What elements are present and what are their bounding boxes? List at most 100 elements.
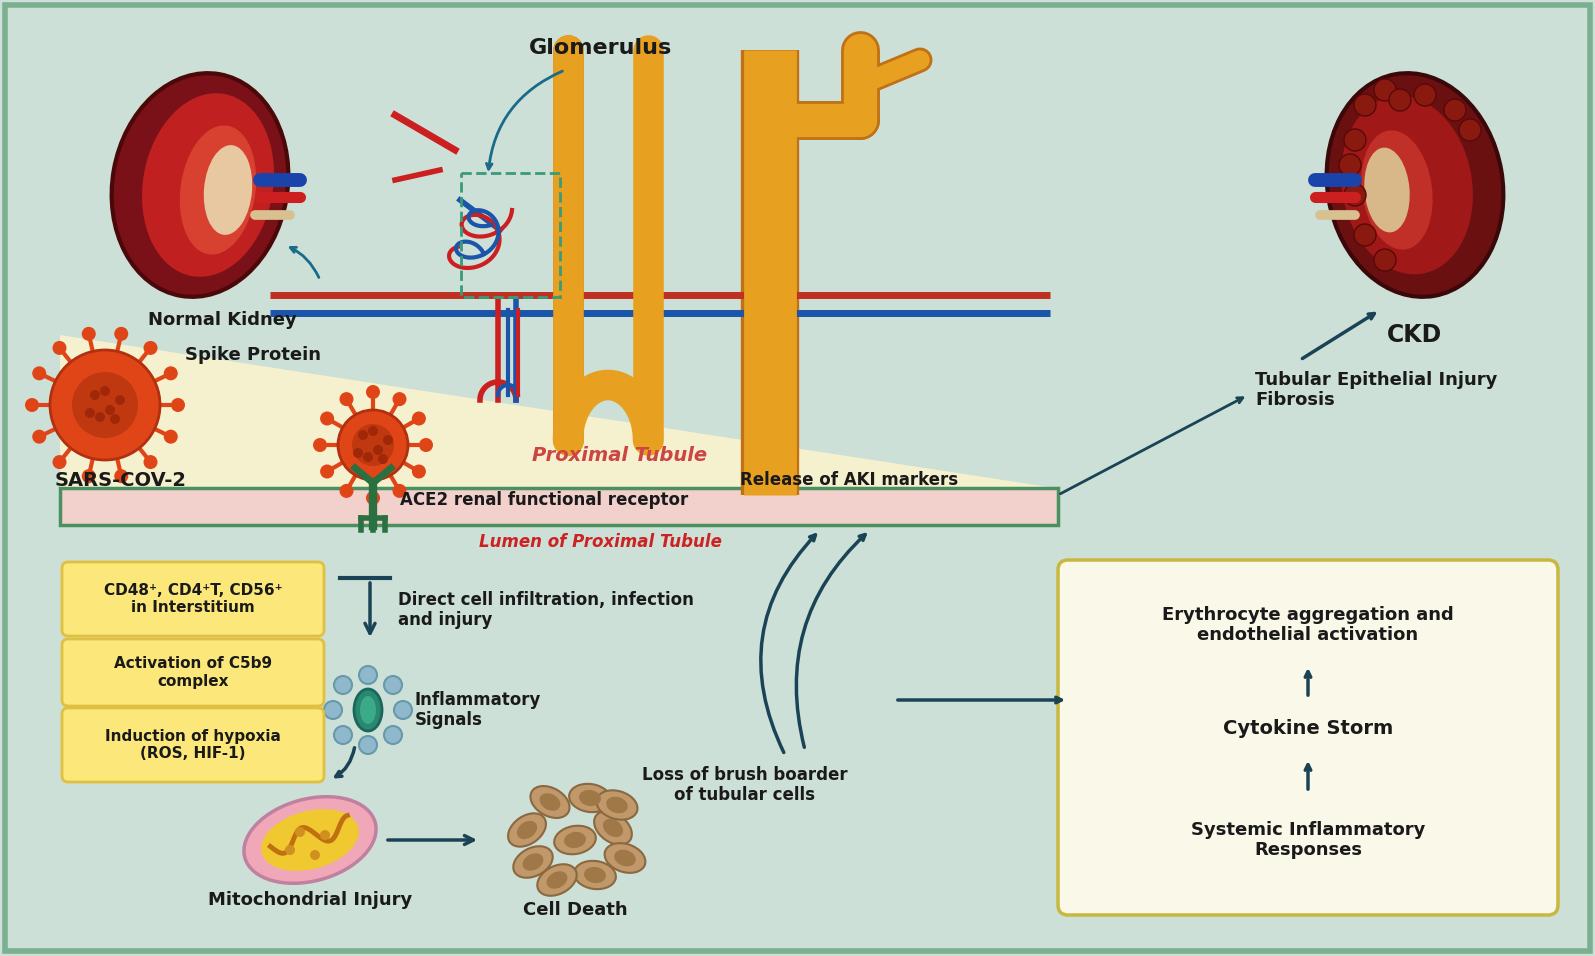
Circle shape bbox=[144, 341, 158, 355]
Text: Proximal Tubule: Proximal Tubule bbox=[533, 445, 708, 465]
Text: Cell Death: Cell Death bbox=[523, 901, 627, 919]
Text: Spike Protein: Spike Protein bbox=[185, 346, 321, 364]
FancyBboxPatch shape bbox=[1057, 560, 1558, 915]
Circle shape bbox=[100, 386, 110, 396]
Circle shape bbox=[352, 448, 364, 458]
FancyBboxPatch shape bbox=[62, 639, 324, 706]
Circle shape bbox=[115, 327, 128, 341]
Circle shape bbox=[364, 452, 373, 462]
Circle shape bbox=[295, 827, 305, 837]
Text: Release of AKI markers: Release of AKI markers bbox=[740, 471, 959, 489]
Circle shape bbox=[1354, 224, 1376, 246]
FancyBboxPatch shape bbox=[62, 562, 324, 636]
Circle shape bbox=[1373, 79, 1396, 101]
Circle shape bbox=[1443, 99, 1466, 121]
Circle shape bbox=[419, 438, 432, 452]
Text: Induction of hypoxia
(ROS, HIF-1): Induction of hypoxia (ROS, HIF-1) bbox=[105, 728, 281, 761]
Text: CD48⁺, CD4⁺T, CD56⁺
in Interstitium: CD48⁺, CD4⁺T, CD56⁺ in Interstitium bbox=[104, 583, 282, 616]
Ellipse shape bbox=[584, 867, 606, 883]
Ellipse shape bbox=[514, 846, 553, 878]
Circle shape bbox=[392, 484, 407, 498]
Circle shape bbox=[1354, 94, 1376, 116]
Circle shape bbox=[1415, 84, 1436, 106]
Circle shape bbox=[324, 701, 341, 719]
Circle shape bbox=[1345, 129, 1365, 151]
Circle shape bbox=[105, 405, 115, 415]
Circle shape bbox=[53, 455, 67, 469]
Text: Erythrocyte aggregation and
endothelial activation: Erythrocyte aggregation and endothelial … bbox=[1163, 605, 1455, 644]
Circle shape bbox=[321, 411, 333, 425]
Ellipse shape bbox=[597, 791, 638, 819]
Circle shape bbox=[1459, 119, 1482, 141]
Circle shape bbox=[313, 438, 327, 452]
Circle shape bbox=[72, 372, 139, 438]
Text: Lumen of Proximal Tubule: Lumen of Proximal Tubule bbox=[478, 533, 721, 551]
Circle shape bbox=[32, 429, 46, 444]
Circle shape bbox=[340, 392, 354, 406]
Ellipse shape bbox=[517, 821, 538, 839]
Ellipse shape bbox=[509, 814, 545, 847]
Ellipse shape bbox=[614, 850, 636, 866]
Ellipse shape bbox=[569, 784, 611, 813]
Ellipse shape bbox=[523, 854, 544, 871]
Circle shape bbox=[1345, 184, 1365, 206]
Ellipse shape bbox=[574, 860, 616, 889]
Circle shape bbox=[1338, 154, 1361, 176]
Circle shape bbox=[53, 341, 67, 355]
Text: Systemic Inflammatory
Responses: Systemic Inflammatory Responses bbox=[1191, 820, 1426, 859]
Circle shape bbox=[333, 726, 352, 744]
Polygon shape bbox=[61, 335, 1054, 525]
Circle shape bbox=[81, 327, 96, 341]
Text: Inflammatory
Signals: Inflammatory Signals bbox=[415, 690, 541, 729]
Circle shape bbox=[365, 385, 380, 399]
Text: ACE2 renal functional receptor: ACE2 renal functional receptor bbox=[400, 491, 689, 509]
Ellipse shape bbox=[593, 812, 632, 845]
Ellipse shape bbox=[565, 832, 585, 848]
Circle shape bbox=[144, 455, 158, 469]
Ellipse shape bbox=[539, 793, 560, 811]
Ellipse shape bbox=[112, 74, 289, 296]
Circle shape bbox=[338, 410, 408, 480]
Circle shape bbox=[365, 491, 380, 505]
Circle shape bbox=[26, 398, 38, 412]
Ellipse shape bbox=[1327, 74, 1504, 296]
Circle shape bbox=[164, 366, 177, 380]
Ellipse shape bbox=[579, 790, 601, 806]
Circle shape bbox=[81, 469, 96, 483]
Circle shape bbox=[85, 408, 96, 418]
Text: Tubular Epithelial Injury
Fibrosis: Tubular Epithelial Injury Fibrosis bbox=[1255, 371, 1498, 409]
Circle shape bbox=[164, 429, 177, 444]
Circle shape bbox=[373, 445, 383, 455]
Ellipse shape bbox=[603, 819, 624, 837]
Circle shape bbox=[321, 830, 330, 840]
Text: Normal Kidney: Normal Kidney bbox=[148, 311, 297, 329]
Circle shape bbox=[286, 845, 295, 855]
Circle shape bbox=[89, 390, 100, 400]
Circle shape bbox=[115, 469, 128, 483]
Circle shape bbox=[378, 454, 388, 464]
Circle shape bbox=[412, 465, 426, 479]
Text: Direct cell infiltration, infection
and injury: Direct cell infiltration, infection and … bbox=[399, 591, 694, 629]
Ellipse shape bbox=[204, 145, 252, 235]
Circle shape bbox=[340, 484, 354, 498]
Circle shape bbox=[368, 426, 378, 436]
Circle shape bbox=[384, 676, 402, 694]
Text: Glomerulus: Glomerulus bbox=[528, 38, 671, 58]
Circle shape bbox=[171, 398, 185, 412]
Circle shape bbox=[359, 736, 376, 754]
Circle shape bbox=[333, 676, 352, 694]
Circle shape bbox=[32, 366, 46, 380]
Circle shape bbox=[357, 430, 368, 440]
Circle shape bbox=[384, 726, 402, 744]
Ellipse shape bbox=[354, 689, 381, 731]
Ellipse shape bbox=[1364, 147, 1410, 232]
Ellipse shape bbox=[1362, 130, 1432, 250]
Circle shape bbox=[115, 395, 124, 405]
Ellipse shape bbox=[605, 843, 646, 873]
Circle shape bbox=[309, 850, 321, 860]
Ellipse shape bbox=[142, 93, 274, 277]
Text: Activation of C5b9
complex: Activation of C5b9 complex bbox=[113, 657, 273, 688]
Ellipse shape bbox=[244, 796, 376, 883]
Circle shape bbox=[110, 414, 120, 424]
Text: Loss of brush boarder
of tubular cells: Loss of brush boarder of tubular cells bbox=[643, 766, 849, 804]
